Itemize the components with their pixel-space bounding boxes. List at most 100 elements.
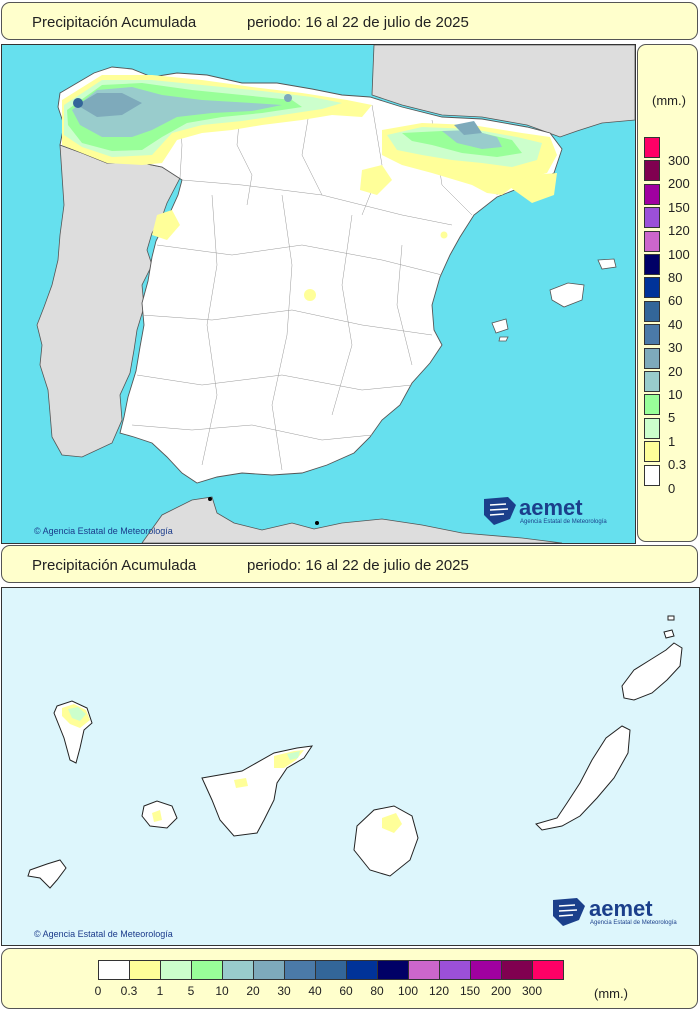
- legend-swatch-horizontal: [346, 960, 378, 980]
- copyright-peninsula: © Agencia Estatal de Meteorología: [34, 526, 173, 536]
- aemet-logo-tagline-canarias: Agencia Estatal de Meteorología: [590, 920, 677, 926]
- legend-swatch: [644, 207, 660, 229]
- copyright-symbol-icon: ©: [34, 526, 41, 536]
- aemet-logo-peninsula: [482, 493, 612, 534]
- legend-swatch-horizontal: [98, 960, 130, 980]
- legend-label-horizontal: 5: [187, 984, 195, 998]
- peninsula-map-canvas: [36, 45, 635, 543]
- melilla-marker: [315, 521, 319, 525]
- legend-swatch: [644, 394, 660, 416]
- legend-label-horizontal: 20: [246, 984, 260, 998]
- copyright-canarias: © Agencia Estatal de Meteorología: [34, 929, 173, 939]
- legend-swatch: [644, 183, 660, 205]
- legend-swatch-horizontal: [439, 960, 471, 980]
- legend-swatch-horizontal: [129, 960, 161, 980]
- map-title: Precipitación Acumulada: [32, 14, 197, 31]
- legend-label-horizontal: 200: [490, 984, 512, 998]
- aemet-logo-icon: [553, 898, 585, 926]
- copyright-symbol-icon: ©: [34, 929, 41, 939]
- legend-swatch: [644, 371, 660, 392]
- legend-label: 300: [668, 153, 690, 168]
- ibiza-island: [491, 318, 509, 334]
- legend-label: 150: [668, 199, 690, 215]
- legend-label-horizontal: 10: [215, 984, 229, 998]
- legend-label-horizontal: 1: [156, 984, 164, 998]
- legend-swatch: [644, 441, 660, 463]
- legend-label: 100: [668, 246, 690, 262]
- legend-label-horizontal: 150: [459, 984, 481, 998]
- legend-swatch: [644, 347, 660, 369]
- legend-label-horizontal: 60: [339, 984, 353, 998]
- fuerteventura-island: [535, 725, 631, 831]
- legend-swatch: [644, 417, 660, 439]
- mallorca-island: [549, 282, 585, 308]
- legend-swatch-horizontal: [408, 960, 440, 980]
- legend-label: 120: [668, 223, 690, 239]
- precipitation-areas-canarias: [62, 704, 402, 833]
- legend-label-horizontal: 300: [521, 984, 543, 998]
- aemet-logo-text: aemet: [519, 495, 583, 520]
- legend-label: 80: [668, 270, 683, 285]
- legend-label: 10: [668, 387, 683, 402]
- legend-swatch: [644, 160, 660, 182]
- tenerife-island: [201, 745, 314, 837]
- legend-swatch-horizontal: [470, 960, 502, 980]
- legend-label: 200: [668, 176, 690, 192]
- map-period: periodo: 16 al 22 de julio de 2025: [247, 14, 469, 31]
- la-graciosa-island: [663, 629, 675, 639]
- legend-label-horizontal: 100: [397, 984, 419, 998]
- legend-swatch: [644, 277, 660, 299]
- legend-swatch-horizontal: [315, 960, 347, 980]
- legend-label-horizontal: 0: [94, 984, 102, 998]
- legend-label: 1: [668, 433, 676, 449]
- legend-swatch: [644, 324, 660, 346]
- legend-label-horizontal: 80: [370, 984, 384, 998]
- legend-swatch: [644, 300, 660, 322]
- legend-label: 5: [668, 410, 676, 426]
- legend-label-horizontal: 120: [428, 984, 450, 998]
- menorca-island: [597, 258, 617, 270]
- lanzarote-island: [621, 642, 683, 701]
- legend-label: 30: [668, 340, 683, 356]
- legend-swatch: [644, 137, 660, 158]
- legend-label: 0.3: [668, 457, 687, 473]
- legend-vertical: (mm.) 300 200 150 120 100 80 60 40 30 20 10 5 1 0.3 0: [637, 44, 698, 542]
- gran-canaria-island: [353, 805, 419, 877]
- legend-swatch-horizontal: [377, 960, 409, 980]
- legend-swatch: [644, 230, 660, 252]
- legend-label: 40: [668, 316, 683, 332]
- legend-label-horizontal: 0.3: [120, 984, 138, 998]
- legend-label: 20: [668, 363, 683, 379]
- copyright-text-canarias: Agencia Estatal de Meteorología: [42, 929, 173, 939]
- canarias-map-canvas: [27, 615, 683, 889]
- legend-horizontal: 0 0.3 1 5 10 20 30 40 60 80 100 120 150 200 300 (mm.): [1, 948, 698, 1009]
- legend-swatch-horizontal: [253, 960, 285, 980]
- aemet-logo-tagline: Agencia Estatal de Meteorología: [520, 519, 607, 525]
- legend-swatch: [644, 254, 660, 275]
- aemet-logo-icon: [484, 497, 516, 525]
- formentera-island: [498, 336, 509, 342]
- legend-label-horizontal: 40: [308, 984, 322, 998]
- aemet-logo-canarias: [551, 894, 591, 935]
- el-hierro-island: [27, 859, 67, 889]
- legend-label-horizontal: 30: [277, 984, 291, 998]
- legend-swatch-horizontal: [284, 960, 316, 980]
- legend-swatch-horizontal: [160, 960, 192, 980]
- legend-units: (mm.): [652, 93, 686, 108]
- legend-swatch-horizontal: [532, 960, 564, 980]
- title-bar-peninsula: Precipitación Acumulada periodo: 16 al 2…: [1, 2, 698, 40]
- copyright-text: Agencia Estatal de Meteorología: [42, 526, 173, 536]
- legend-swatch-horizontal: [222, 960, 254, 980]
- legend-label: 0: [668, 480, 676, 496]
- legend-units-horizontal: (mm.): [594, 986, 628, 1001]
- morocco-land: [141, 496, 563, 543]
- canarias-map[interactable]: © Agencia Estatal de Meteorología aemet …: [1, 587, 700, 946]
- aemet-logo-text-canarias: aemet: [589, 896, 653, 921]
- portugal-land: [36, 144, 181, 458]
- peninsula-map[interactable]: © Agencia Estatal de Meteorología aemet …: [1, 44, 636, 544]
- legend-swatch: [644, 464, 660, 486]
- title-bar-canarias: Precipitación Acumulada periodo: 16 al 2…: [1, 545, 698, 583]
- map-title-canarias: Precipitación Acumulada: [32, 557, 197, 574]
- legend-swatch-horizontal: [501, 960, 533, 980]
- legend-swatch-horizontal: [191, 960, 223, 980]
